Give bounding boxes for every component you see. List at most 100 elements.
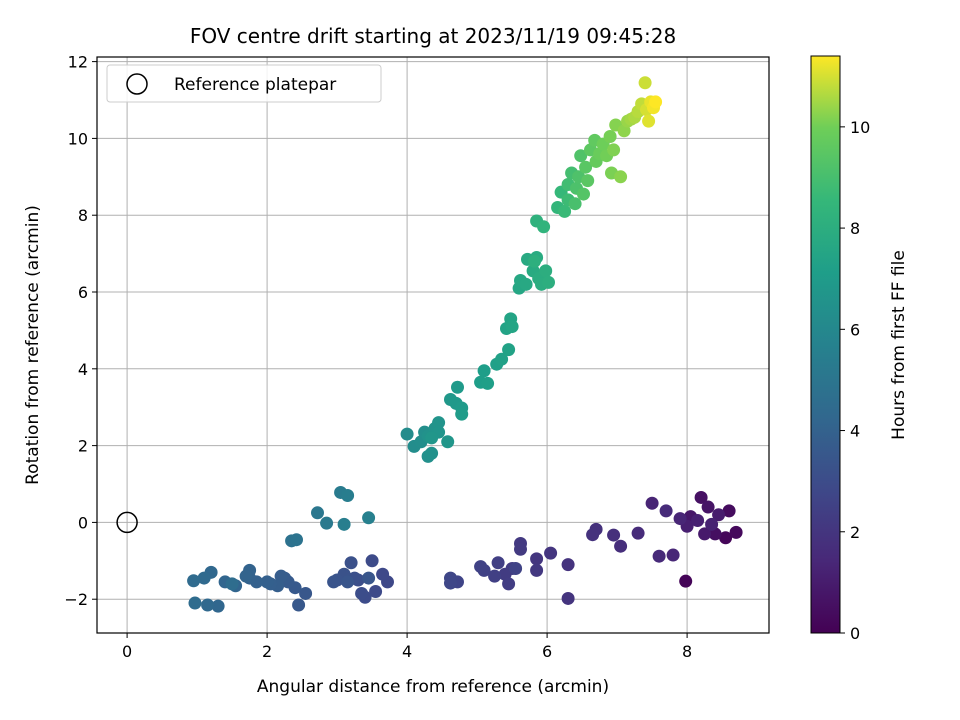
scatter-point — [341, 489, 355, 503]
scatter-point — [425, 446, 439, 460]
reference-marker — [116, 511, 138, 534]
scatter-point — [514, 542, 527, 556]
x-tick-label: 2 — [262, 642, 272, 661]
scatter-point — [705, 517, 719, 531]
scatter-point — [441, 435, 455, 449]
scatter-point — [581, 174, 595, 188]
scatter-point — [474, 560, 488, 574]
scatter-point — [425, 431, 439, 445]
scatter-point — [530, 563, 544, 577]
scatter-point — [341, 575, 355, 589]
scatter-point — [365, 554, 379, 568]
scatter-point — [530, 552, 544, 566]
data-points — [187, 76, 743, 613]
scatter-point — [679, 574, 693, 588]
scatter-point — [187, 574, 201, 588]
scatter-point — [568, 197, 582, 211]
scatter-point — [491, 556, 505, 570]
scatter-point — [645, 496, 659, 510]
y-axis-label: Rotation from reference (arcmin) — [23, 205, 43, 485]
scatter-point — [376, 567, 390, 581]
scatter-point — [327, 575, 341, 589]
x-axis-ticks: 0 2 4 6 8 — [122, 633, 692, 661]
reference-platepar-marker — [116, 511, 138, 534]
scatter-point — [722, 504, 736, 518]
scatter-point — [539, 264, 553, 278]
scatter-point — [574, 149, 588, 163]
scatter-point — [537, 220, 551, 234]
colorbar-tick-label: 4 — [850, 422, 860, 441]
scatter-point — [362, 511, 376, 525]
y-tick-label: 10 — [68, 129, 88, 148]
scatter-point — [652, 549, 666, 563]
scatter-point — [344, 556, 358, 570]
scatter-point — [432, 416, 446, 430]
scatter-point — [502, 577, 516, 591]
colorbar-tick-label: 10 — [850, 118, 870, 137]
legend-box — [106, 64, 382, 103]
scatter-point — [362, 571, 376, 585]
scatter-point — [528, 254, 541, 268]
scatter-point — [239, 569, 253, 583]
scatter-point — [712, 508, 726, 522]
colorbar-tick-label: 8 — [850, 219, 860, 238]
y-tick-label: −2 — [64, 590, 88, 609]
scatter-point — [694, 490, 708, 504]
chart-title: FOV centre drift starting at 2023/11/19 … — [190, 24, 676, 48]
scatter-point — [519, 277, 533, 291]
x-tick-label: 4 — [402, 642, 412, 661]
scatter-point — [337, 517, 351, 531]
scatter-point — [320, 516, 334, 530]
scatter-point — [577, 187, 590, 201]
scatter-point — [614, 539, 628, 553]
scatter-point — [666, 548, 680, 562]
y-tick-label: 4 — [78, 360, 88, 379]
colorbar-tick-label: 6 — [850, 320, 860, 339]
scatter-point — [488, 569, 502, 583]
scatter-point — [481, 376, 495, 390]
scatter-point — [673, 512, 687, 526]
scatter-point — [649, 95, 663, 109]
x-tick-label: 6 — [542, 642, 552, 661]
scatter-point — [495, 352, 509, 366]
colorbar-tick-label: 2 — [850, 523, 860, 542]
grid-lines — [97, 57, 769, 633]
x-tick-label: 0 — [122, 642, 132, 661]
y-tick-label: 6 — [78, 283, 88, 302]
scatter-point — [502, 343, 516, 357]
y-tick-label: 8 — [78, 206, 88, 225]
scatter-point — [211, 599, 225, 613]
y-tick-label: 12 — [68, 53, 88, 72]
scatter-point — [659, 504, 673, 518]
colorbar-ticks: 0 2 4 6 8 10 — [840, 118, 870, 643]
scatter-point — [698, 527, 712, 541]
x-axis-label: Angular distance from reference (arcmin) — [257, 677, 609, 697]
y-tick-label: 0 — [78, 513, 88, 532]
scatter-point — [586, 528, 600, 542]
scatter-point — [299, 586, 313, 600]
x-tick-label: 8 — [682, 642, 692, 661]
scatter-point — [477, 364, 491, 378]
scatter-point — [455, 407, 469, 421]
y-tick-label: 2 — [78, 437, 88, 456]
scatter-point — [400, 427, 414, 441]
scatter-point — [509, 561, 523, 575]
scatter-point — [260, 575, 274, 589]
scatter-point — [579, 160, 593, 174]
scatter-point — [505, 320, 519, 334]
scatter-point — [544, 546, 558, 560]
scatter-point — [642, 114, 656, 128]
scatter-point — [558, 204, 572, 218]
scatter-point — [631, 526, 645, 540]
scatter-point — [561, 591, 575, 605]
scatter-point — [188, 596, 202, 610]
scatter-point — [607, 143, 621, 157]
scatter-point — [311, 506, 324, 520]
scatter-point — [225, 577, 239, 591]
scatter-point — [719, 531, 733, 545]
y-axis-ticks: −2 0 2 4 6 8 10 12 — [64, 53, 97, 609]
colorbar-tick-label: 0 — [850, 624, 860, 643]
scatter-point — [201, 598, 215, 612]
scatter-point — [197, 571, 211, 585]
